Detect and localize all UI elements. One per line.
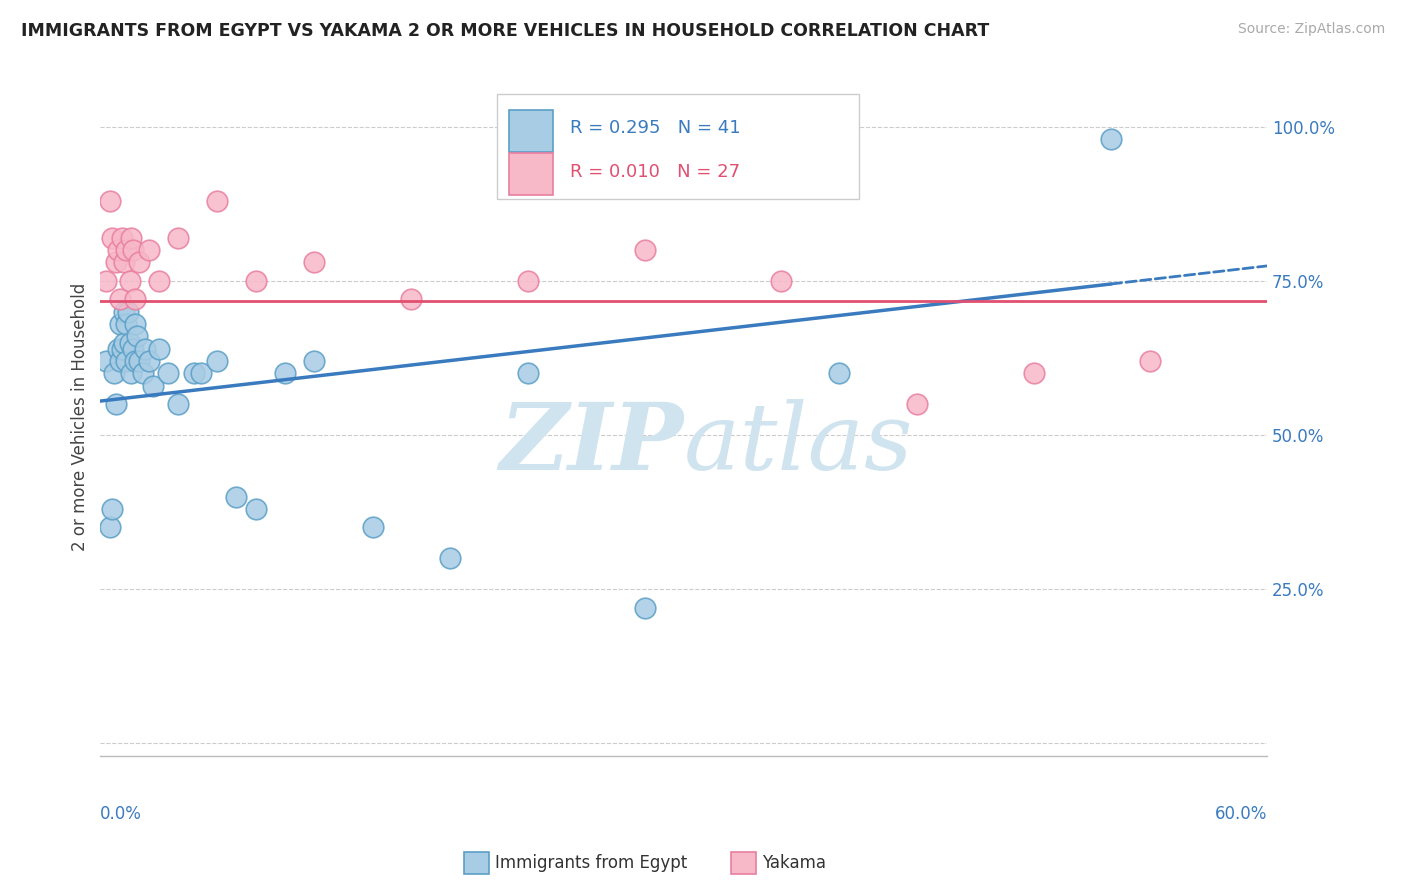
- Point: [101, 502, 124, 516]
- Point: [118, 274, 141, 288]
- Text: IMMIGRANTS FROM EGYPT VS YAKAMA 2 OR MORE VEHICLES IN HOUSEHOLD CORRELATION CHAR: IMMIGRANTS FROM EGYPT VS YAKAMA 2 OR MOR…: [21, 22, 990, 40]
- Point: [128, 255, 150, 269]
- Point: [1099, 132, 1122, 146]
- Point: [112, 255, 135, 269]
- Point: [120, 230, 142, 244]
- Point: [118, 335, 141, 350]
- Point: [111, 230, 134, 244]
- Point: [138, 243, 160, 257]
- Point: [114, 243, 136, 257]
- Point: [361, 520, 384, 534]
- Point: [103, 367, 125, 381]
- Point: [124, 317, 146, 331]
- Point: [138, 354, 160, 368]
- Point: [112, 335, 135, 350]
- Point: [107, 243, 129, 257]
- Text: Immigrants from Egypt: Immigrants from Egypt: [495, 854, 688, 871]
- Point: [439, 551, 461, 566]
- Point: [134, 342, 156, 356]
- Point: [120, 367, 142, 381]
- Point: [1022, 367, 1045, 381]
- Text: Source: ZipAtlas.com: Source: ZipAtlas.com: [1237, 22, 1385, 37]
- Point: [634, 600, 657, 615]
- Point: [167, 230, 190, 244]
- Text: R = 0.010   N = 27: R = 0.010 N = 27: [571, 163, 741, 181]
- Point: [190, 367, 212, 381]
- Point: [148, 342, 170, 356]
- Point: [245, 502, 267, 516]
- Point: [96, 274, 118, 288]
- Point: [205, 194, 228, 208]
- Point: [107, 342, 129, 356]
- Text: Yakama: Yakama: [762, 854, 827, 871]
- Point: [108, 317, 131, 331]
- Text: ZIP: ZIP: [499, 399, 683, 489]
- Text: atlas: atlas: [683, 399, 912, 489]
- Point: [127, 329, 149, 343]
- Point: [112, 304, 135, 318]
- Point: [132, 367, 155, 381]
- Point: [167, 397, 190, 411]
- Point: [96, 354, 118, 368]
- Point: [148, 274, 170, 288]
- Point: [517, 274, 540, 288]
- Point: [124, 293, 146, 307]
- Point: [225, 490, 247, 504]
- Y-axis label: 2 or more Vehicles in Household: 2 or more Vehicles in Household: [72, 283, 89, 550]
- Point: [108, 354, 131, 368]
- Point: [122, 243, 145, 257]
- Point: [98, 520, 121, 534]
- Point: [128, 354, 150, 368]
- Point: [183, 367, 205, 381]
- Point: [634, 243, 657, 257]
- Text: R = 0.295   N = 41: R = 0.295 N = 41: [571, 120, 741, 137]
- Point: [104, 255, 127, 269]
- Point: [104, 397, 127, 411]
- Point: [111, 342, 134, 356]
- Point: [517, 367, 540, 381]
- Point: [98, 194, 121, 208]
- Point: [245, 274, 267, 288]
- Point: [117, 304, 139, 318]
- Point: [302, 255, 325, 269]
- Point: [769, 274, 792, 288]
- FancyBboxPatch shape: [509, 153, 553, 194]
- Point: [108, 293, 131, 307]
- Point: [302, 354, 325, 368]
- FancyBboxPatch shape: [496, 95, 859, 200]
- Point: [205, 354, 228, 368]
- Point: [1139, 354, 1161, 368]
- Point: [124, 354, 146, 368]
- Point: [274, 367, 297, 381]
- Point: [101, 230, 124, 244]
- Point: [401, 293, 423, 307]
- Point: [905, 397, 928, 411]
- Point: [122, 342, 145, 356]
- Point: [114, 354, 136, 368]
- Point: [828, 367, 851, 381]
- Point: [142, 378, 165, 392]
- Point: [114, 317, 136, 331]
- Point: [157, 367, 180, 381]
- FancyBboxPatch shape: [509, 110, 553, 152]
- Text: 0.0%: 0.0%: [100, 805, 142, 822]
- Text: 60.0%: 60.0%: [1215, 805, 1267, 822]
